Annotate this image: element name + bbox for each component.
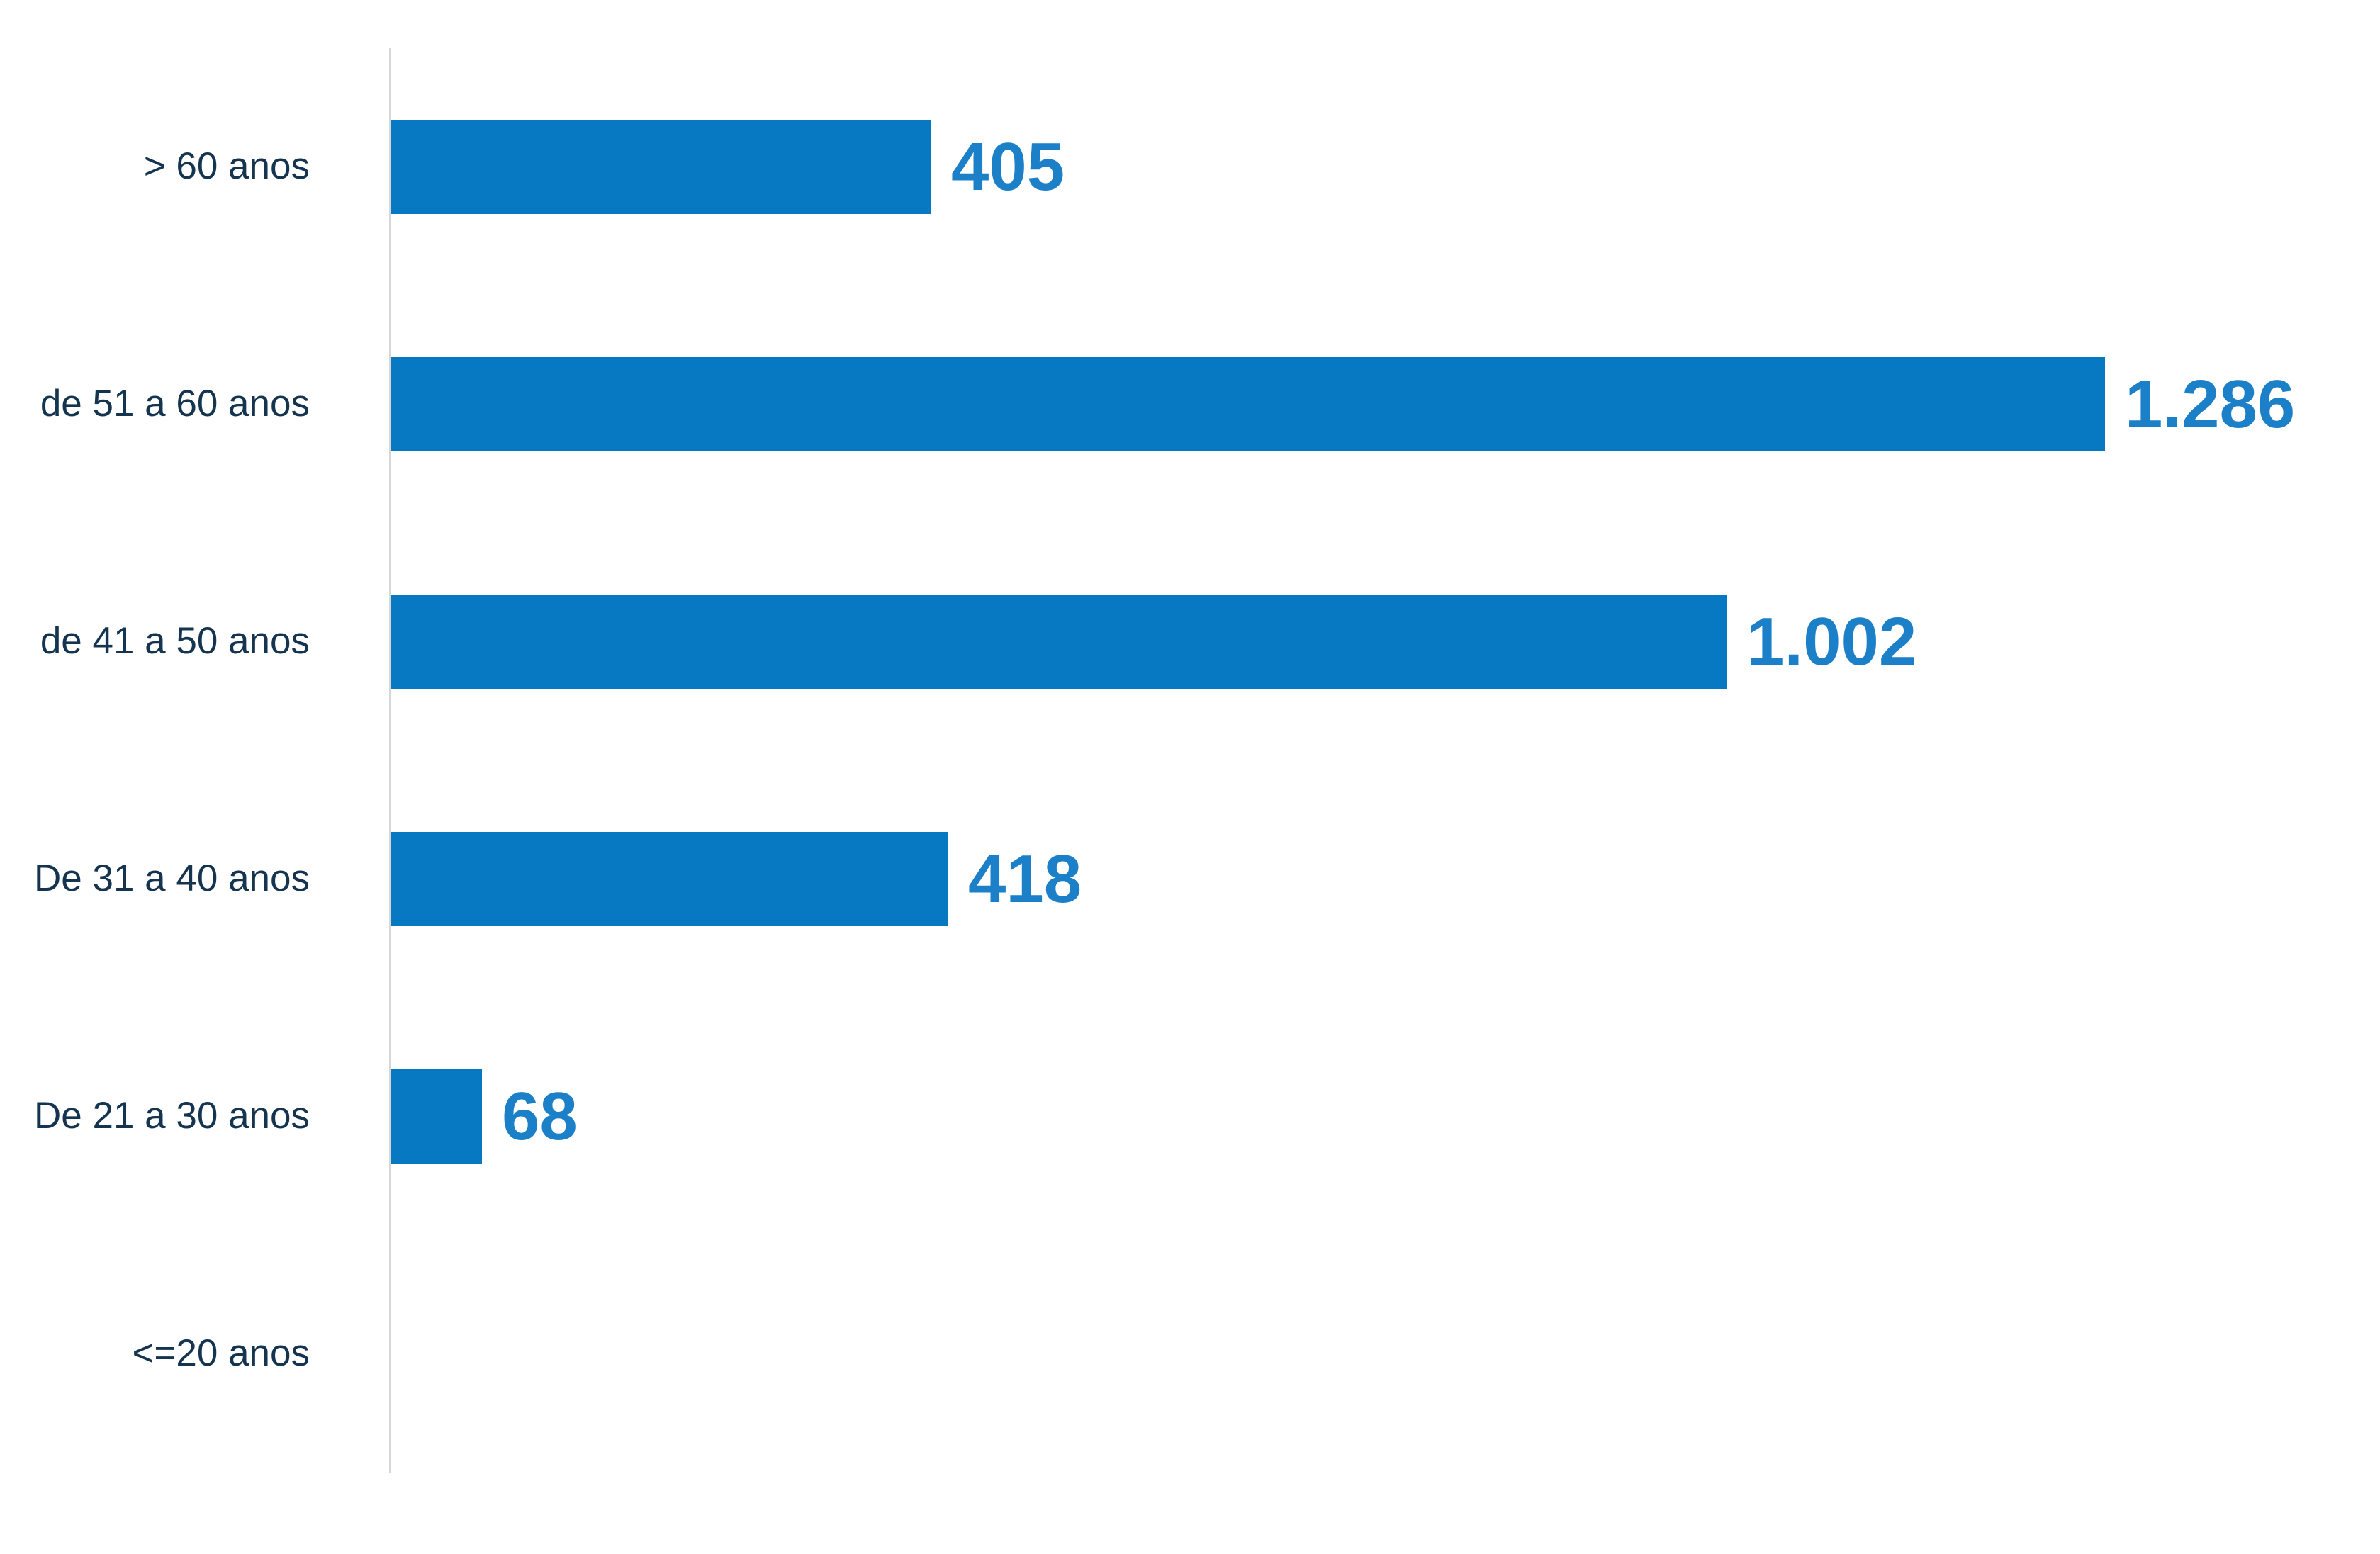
plot-area: > 60 anos 405 de 51 a 60 anos 1.286 de 4… — [0, 48, 2380, 1473]
value-label: 68 — [502, 1078, 578, 1154]
category-label: de 51 a 60 anos — [40, 383, 310, 425]
chart-row: > 60 anos 405 — [0, 48, 2380, 286]
value-label: 405 — [951, 128, 1065, 205]
category-label: > 60 anos — [143, 145, 310, 188]
value-label: 418 — [968, 840, 1082, 917]
category-label: <=20 anos — [132, 1332, 310, 1375]
category-label: De 31 a 40 anos — [34, 857, 310, 900]
bar — [391, 832, 948, 926]
category-label: De 21 a 30 anos — [34, 1095, 310, 1137]
chart-row: De 21 a 30 anos 68 — [0, 998, 2380, 1235]
chart-row: <=20 anos — [0, 1235, 2380, 1473]
chart-row: De 31 a 40 anos 418 — [0, 760, 2380, 998]
row-plot: 1.002 — [391, 523, 2380, 760]
value-label: 1.002 — [1746, 603, 1917, 680]
bar — [391, 120, 931, 214]
row-plot: 418 — [391, 760, 2380, 998]
bar — [391, 357, 2105, 451]
chart-row: de 51 a 60 anos 1.286 — [0, 286, 2380, 523]
bar — [391, 1069, 482, 1164]
category-label: de 41 a 50 anos — [40, 620, 310, 663]
row-plot — [391, 1235, 2380, 1473]
chart-row: de 41 a 50 anos 1.002 — [0, 523, 2380, 760]
row-plot: 405 — [391, 48, 2380, 286]
y-axis-line — [389, 48, 391, 1473]
value-label: 1.286 — [2125, 366, 2296, 442]
row-plot: 68 — [391, 998, 2380, 1235]
row-plot: 1.286 — [391, 286, 2380, 523]
bar — [391, 595, 1727, 689]
